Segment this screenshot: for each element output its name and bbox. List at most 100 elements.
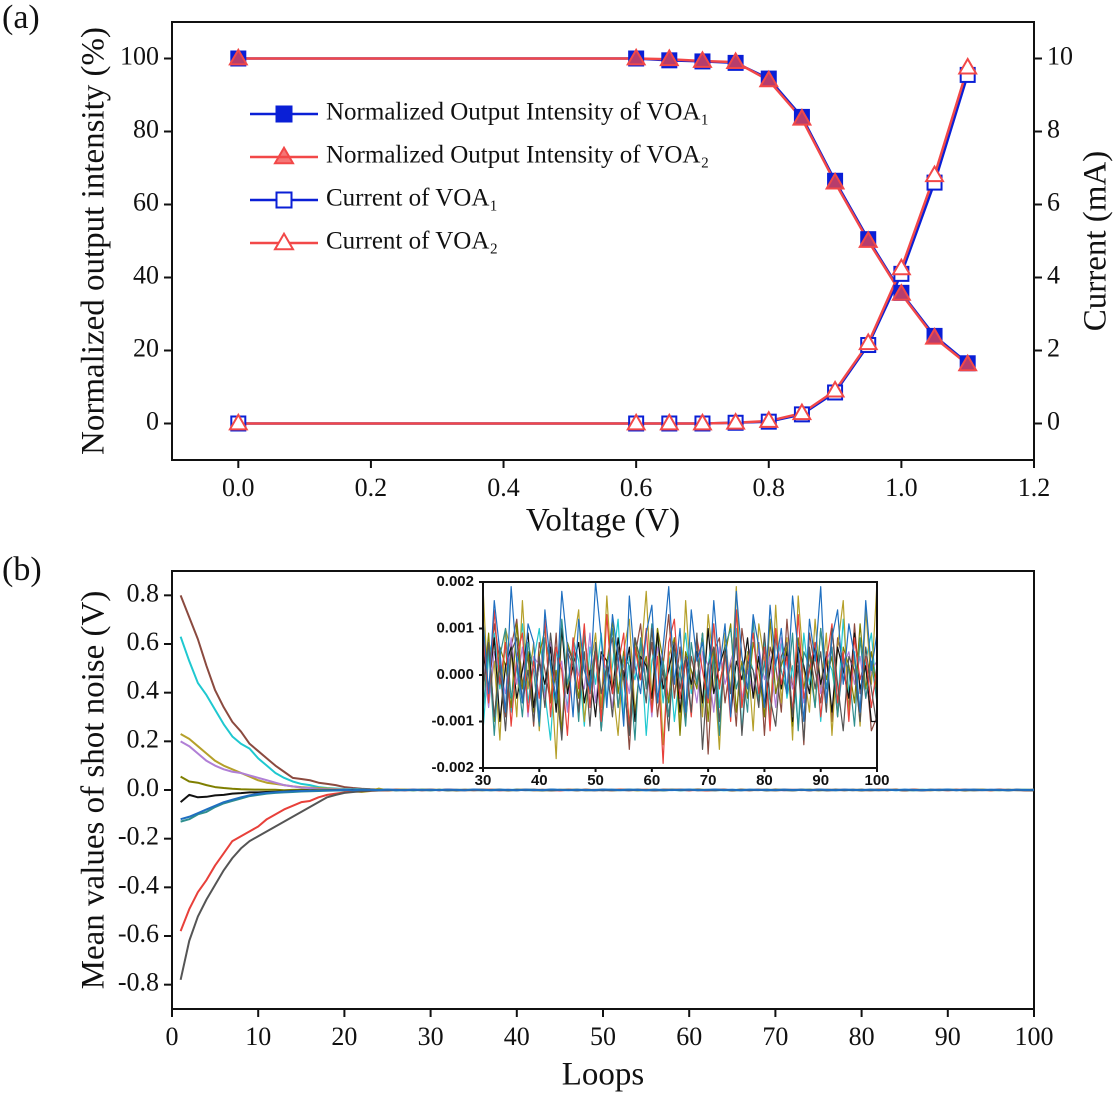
marker: [725, 412, 746, 430]
series-line: [179, 788, 1035, 981]
x-tick-label: 30: [475, 772, 492, 789]
marker: [273, 231, 295, 251]
x-tick-label: 50: [590, 1022, 616, 1051]
marker: [692, 50, 713, 68]
series-line: [483, 582, 877, 727]
legend-label: Normalized Output Intensity of VOA₁: [326, 99, 709, 126]
x-tick-label: 80: [849, 1022, 875, 1051]
y-tick-label: -0.8: [118, 968, 159, 997]
x-tick-label: 60: [644, 772, 661, 789]
plot-area: [179, 594, 1035, 981]
legend-label: Current of VOA₁: [326, 185, 498, 212]
x-tick-label: 40: [504, 1022, 530, 1051]
x-tick-label: 10: [245, 1022, 271, 1051]
y-tick-label: 0.0: [127, 773, 160, 802]
marker: [824, 171, 846, 190]
x-tick-label: 30: [418, 1022, 444, 1051]
legend-label: Current of VOA₂: [326, 228, 498, 255]
marker: [758, 69, 779, 88]
inset-frame: [482, 581, 878, 769]
x-tick-label: 70: [762, 1022, 788, 1051]
y-axis-title: Normalized output intensity (%): [76, 27, 112, 455]
marker: [924, 164, 945, 183]
marker: [275, 105, 293, 123]
y2-tick-label: 4: [1047, 260, 1060, 289]
x-axis-title: Voltage (V): [526, 503, 680, 539]
plot-frame: [171, 21, 1035, 461]
marker: [228, 47, 249, 66]
x-tick-label: 60: [676, 1022, 702, 1051]
marker: [924, 327, 945, 345]
marker: [791, 402, 813, 421]
marker: [273, 145, 295, 165]
x-tick-label: 100: [864, 772, 889, 789]
inset-plot-area: [483, 582, 877, 764]
x-tick-label: 0.8: [753, 473, 786, 502]
series-line: [180, 788, 1035, 821]
x-tick-label: 1.2: [1018, 473, 1051, 502]
y2-axis-title: Current (mA): [1078, 151, 1114, 332]
y-tick-label: -0.2: [118, 822, 159, 851]
x-tick-label: 1.0: [885, 473, 918, 502]
y-tick-label: 60: [133, 187, 159, 216]
y2-tick-label: 0: [1047, 406, 1060, 435]
marker: [858, 332, 879, 351]
marker: [824, 379, 846, 398]
marker: [659, 412, 680, 431]
y-tick-label: 0.000: [436, 666, 474, 683]
y-tick-label: 0.001: [436, 619, 474, 636]
y-tick-label: 100: [120, 41, 159, 70]
marker: [659, 48, 680, 67]
y-tick-label: -0.001: [431, 712, 474, 729]
marker: [626, 47, 647, 66]
y-tick-label: 20: [133, 333, 159, 362]
series-line: [180, 788, 1035, 823]
marker: [275, 191, 293, 209]
y2-tick-label: 2: [1047, 333, 1060, 362]
marker: [626, 412, 647, 431]
y-tick-label: 0.002: [436, 573, 474, 590]
series-line: [483, 627, 877, 750]
marker: [858, 230, 879, 248]
marker: [725, 51, 746, 70]
x-tick-label: 0.0: [222, 473, 255, 502]
y-tick-label: 0.2: [127, 724, 160, 753]
legend-label: Normalized Output Intensity of VOA₂: [326, 142, 709, 169]
marker: [957, 56, 978, 75]
y2-tick-label: 8: [1047, 114, 1060, 143]
x-tick-label: 0.4: [487, 473, 520, 502]
y-tick-label: -0.002: [431, 759, 474, 776]
marker: [692, 412, 713, 431]
x-tick-label: 50: [587, 772, 604, 789]
y-tick-label: 0: [146, 406, 159, 435]
y-tick-label: -0.6: [118, 919, 159, 948]
y-tick-label: 0.8: [127, 578, 160, 607]
x-tick-label: 40: [531, 772, 548, 789]
x-tick-label: 90: [812, 772, 829, 789]
x-tick-label: 80: [756, 772, 773, 789]
marker: [758, 410, 779, 428]
y-tick-label: 40: [133, 260, 159, 289]
y-tick-label: 80: [133, 114, 159, 143]
panel-label: (a): [2, 0, 40, 36]
x-tick-label: 0.6: [620, 473, 653, 502]
x-tick-label: 90: [935, 1022, 961, 1051]
marker: [228, 412, 249, 431]
series-line: [179, 788, 1035, 932]
plot-area: [228, 47, 978, 432]
x-axis-title: Loops: [562, 1057, 645, 1093]
x-tick-label: 0.2: [355, 473, 388, 502]
y-tick-label: 0.6: [127, 627, 160, 656]
x-tick-label: 70: [700, 772, 717, 789]
marker: [891, 257, 912, 276]
panel-label: (b): [2, 551, 42, 588]
y-axis-title: Mean values of shot noise (V): [76, 591, 112, 990]
marker: [791, 108, 813, 126]
y2-tick-label: 10: [1047, 41, 1073, 70]
x-tick-label: 20: [331, 1022, 357, 1051]
marker: [891, 283, 912, 301]
y-tick-label: -0.4: [118, 870, 159, 899]
x-tick-label: 100: [1015, 1022, 1054, 1051]
